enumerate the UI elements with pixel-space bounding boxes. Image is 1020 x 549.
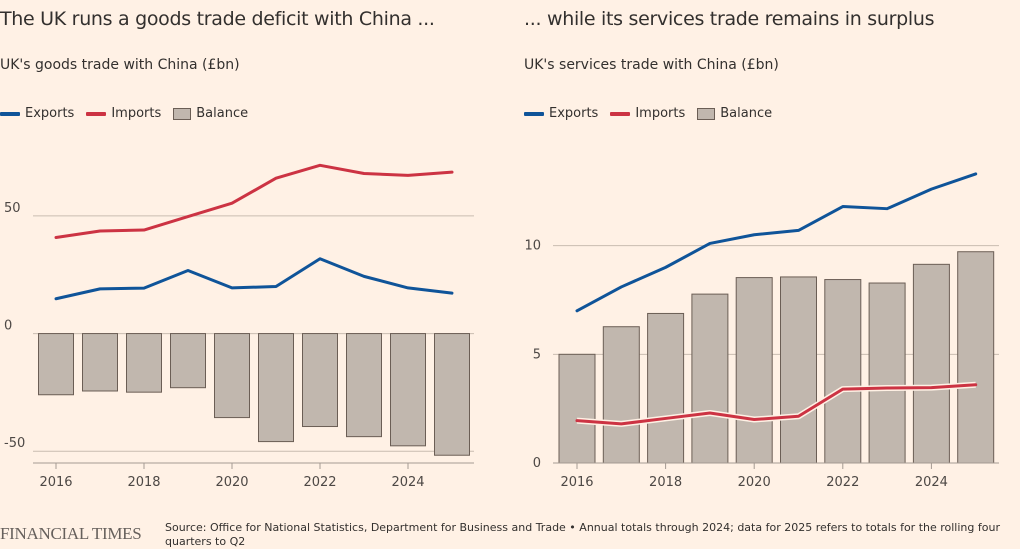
x-tick-label: 2020 [738,475,771,490]
balance-bar [692,294,728,463]
balance-bar [559,354,595,463]
balance-bar [781,277,817,463]
x-tick-label: 2020 [215,475,248,490]
balance-bar [171,334,206,388]
balance-bar [347,334,382,437]
balance-bar [127,334,162,393]
x-tick-label: 2022 [303,475,336,490]
x-tick-label: 2022 [826,475,859,490]
x-tick-label: 2024 [391,475,424,490]
balance-bar [435,334,470,456]
balance-bar [648,313,684,463]
balance-bar [913,264,949,463]
goods-chart: 50 0 -50 2016 2018 2020 2022 2024 [4,165,474,490]
balance-bar [958,252,994,463]
balance-bar [603,327,639,463]
balance-bar [869,283,905,463]
imports-line [56,165,452,237]
x-tick-label: 2018 [649,475,682,490]
balance-bar [736,278,772,463]
y-tick-label: 50 [4,201,21,216]
y-tick-label: 5 [533,347,541,362]
services-chart: 10 5 0 2016 2018 2020 2022 2024 [524,174,999,490]
y-tick-label: 10 [524,239,541,254]
balance-bar [303,334,338,427]
balance-bar [259,334,294,442]
ft-logo: FINANCIAL TIMES [0,524,141,544]
source-note: Source: Office for National Statistics, … [165,521,1005,549]
balance-bar [825,280,861,463]
balance-bar [83,334,118,391]
x-tick-label: 2016 [560,475,593,490]
balance-bar [215,334,250,418]
y-tick-label: 0 [4,319,12,334]
y-tick-label: -50 [4,436,25,451]
y-tick-label: 0 [533,456,541,471]
exports-line [56,259,452,299]
x-tick-label: 2024 [915,475,948,490]
x-tick-label: 2018 [127,475,160,490]
balance-bar [39,334,74,395]
x-tick-label: 2016 [39,475,72,490]
balance-bar [391,334,426,446]
